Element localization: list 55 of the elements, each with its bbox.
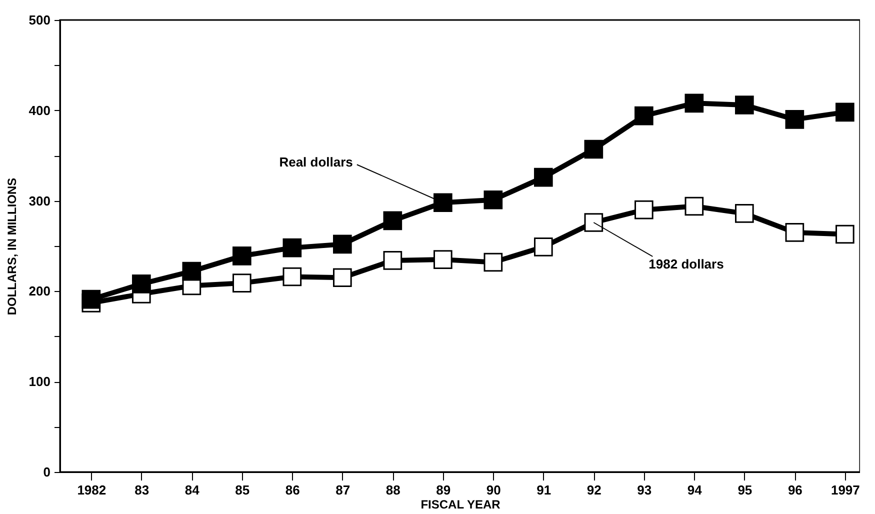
point: [333, 268, 352, 288]
point: [182, 262, 202, 281]
point: [785, 110, 804, 129]
point: [282, 238, 302, 258]
x-tick-label: 90: [486, 482, 501, 498]
x-tick-label: 87: [336, 482, 350, 498]
x-tick-label: 91: [536, 482, 552, 498]
x-tick-label: 85: [235, 482, 250, 498]
point: [484, 190, 503, 210]
annotation: Real dollars: [279, 154, 353, 170]
point: [584, 213, 604, 232]
y-tick-label: 300: [28, 193, 50, 208]
x-tick-label: 89: [436, 482, 451, 498]
x-tick-label: 88: [386, 482, 400, 498]
point: [836, 102, 854, 122]
point: [383, 211, 402, 230]
y-tick-label: 200: [28, 284, 50, 299]
point: [684, 196, 704, 216]
y-tick-label: 500: [28, 12, 50, 28]
point: [785, 223, 804, 242]
point: [735, 204, 754, 223]
annotation: 1982 dollars: [648, 256, 724, 272]
point: [584, 140, 604, 159]
point: [534, 237, 553, 256]
x-tick-label: 86: [285, 482, 300, 498]
point: [684, 94, 704, 113]
x-tick-label: 1997: [830, 482, 860, 498]
x-tick-label: 94: [687, 482, 703, 498]
x-tick-label: 95: [738, 482, 752, 498]
point: [434, 250, 452, 269]
point: [484, 252, 503, 272]
point: [634, 106, 654, 126]
point: [232, 246, 252, 266]
y-tick-label: 400: [28, 102, 50, 118]
x-tick-label: 92: [586, 482, 602, 498]
point: [534, 168, 553, 187]
point: [735, 96, 754, 114]
point: [82, 290, 101, 309]
x-axis-title: FISCAL YEAR: [420, 498, 501, 512]
y-axis-title: DOLLARS, IN MILLIONS: [4, 178, 19, 316]
point: [333, 234, 352, 254]
x-tick-label: 93: [637, 482, 652, 498]
point: [634, 200, 654, 220]
x-tick-label: 83: [134, 482, 150, 498]
point: [232, 274, 252, 292]
y-tick-label: 100: [28, 374, 50, 390]
x-tick-label: 1982: [77, 482, 106, 498]
point: [282, 267, 302, 286]
point: [383, 251, 402, 270]
point: [132, 274, 151, 294]
point: [434, 193, 452, 212]
y-tick-label: 0: [43, 464, 50, 480]
x-tick-label: 96: [788, 482, 802, 498]
x-tick-label: 84: [184, 482, 200, 498]
point: [836, 224, 854, 244]
